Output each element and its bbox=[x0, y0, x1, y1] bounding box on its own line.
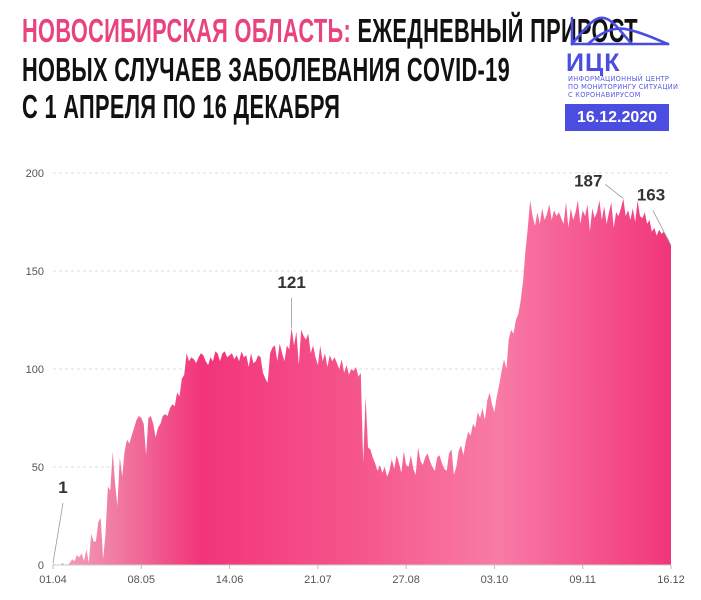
annotation-leader-line bbox=[605, 184, 624, 199]
title-region: НОВОСИБИРСКАЯ ОБЛАСТЬ: bbox=[22, 12, 352, 49]
logo-subtitle-line: ИНФОРМАЦИОННЫЙ ЦЕНТР bbox=[568, 75, 670, 83]
logo-wave-icon bbox=[570, 16, 670, 46]
annotation-label: 121 bbox=[277, 273, 305, 292]
x-tick-label: 27.08 bbox=[392, 574, 420, 586]
title-line-3: С 1 АПРЕЛЯ ПО 16 ДЕКАБРЯ bbox=[22, 88, 341, 125]
annotation-label: 187 bbox=[574, 171, 602, 190]
y-tick-label: 0 bbox=[38, 560, 44, 572]
x-tick-label: 16.12 bbox=[657, 574, 685, 586]
x-tick-label: 08.05 bbox=[128, 574, 156, 586]
annotation-leader-line bbox=[52, 502, 64, 564]
date-badge: 16.12.2020 bbox=[565, 104, 669, 131]
y-tick-label: 50 bbox=[32, 462, 44, 474]
logo-subtitle-line: С КОРОНАВИРУСОМ bbox=[568, 91, 641, 100]
title-line-1: НОВОСИБИРСКАЯ ОБЛАСТЬ: ЕЖЕДНЕВНЫЙ ПРИРОС… bbox=[22, 14, 638, 47]
x-tick-label: 09.11 bbox=[569, 574, 596, 586]
annotation-label: 1 bbox=[58, 478, 67, 497]
y-tick-label: 150 bbox=[26, 266, 44, 278]
annotation-label: 163 bbox=[637, 186, 665, 205]
y-tick-label: 200 bbox=[26, 168, 44, 180]
y-tick-label: 100 bbox=[26, 364, 44, 376]
area-chart: 0 50 100 150 200 01.04 08.05 14.06 21.07 27.08 03… bbox=[26, 168, 685, 586]
annotation-leader-line bbox=[652, 210, 672, 246]
x-tick-label: 14.06 bbox=[216, 574, 244, 586]
x-tick-label: 21.07 bbox=[304, 574, 332, 586]
logo-subtitle: ИНФОРМАЦИОННЫЙ ЦЕНТР ПО МОНИТОРИНГУ СИТУ… bbox=[568, 75, 678, 100]
x-tick-label: 03.10 bbox=[481, 574, 509, 586]
title-line-2: НОВЫХ СЛУЧАЕВ ЗАБОЛЕВАНИЯ COVID-19 bbox=[22, 51, 511, 88]
logo-name: ИЦК bbox=[566, 49, 621, 77]
logo-subtitle-line: ПО МОНИТОРИНГУ СИТУАЦИИ bbox=[568, 83, 679, 92]
x-tick-label: 01.04 bbox=[39, 574, 67, 586]
daily-cases-area bbox=[53, 198, 671, 565]
